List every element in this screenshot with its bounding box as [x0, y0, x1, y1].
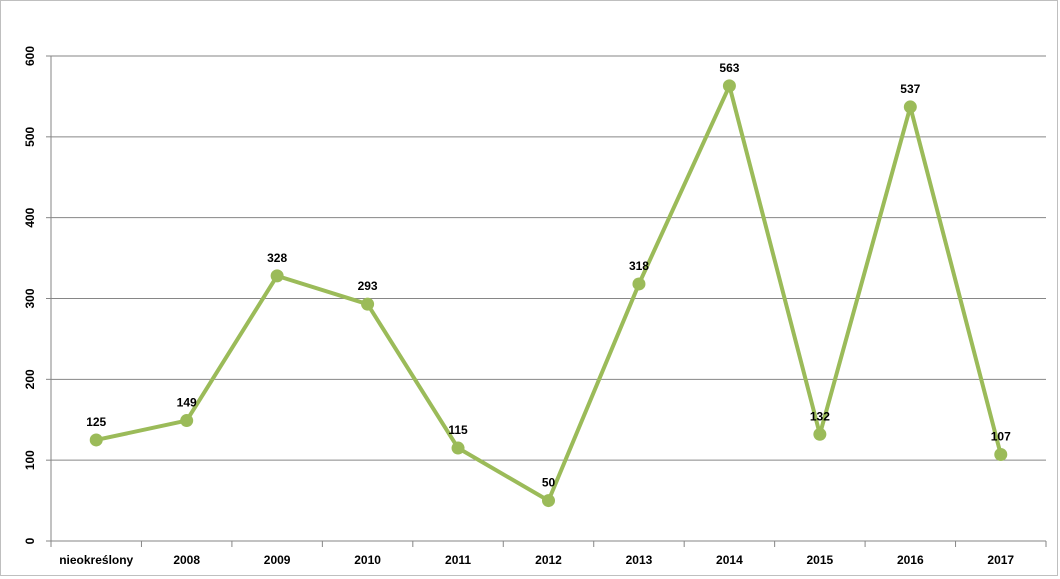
data-label: 293 [358, 279, 378, 293]
x-tick-label: 2010 [354, 553, 381, 567]
data-label: 563 [719, 61, 739, 75]
x-tick-label: 2013 [626, 553, 653, 567]
y-tick-labels: 0 100 200 300 400 500 600 [23, 46, 37, 545]
data-point [813, 427, 827, 441]
data-labels: 125 149 328 293 115 50 318 563 132 537 107 [86, 61, 1011, 490]
gridlines [51, 55, 1046, 461]
x-tick-labels: nieokreślony 2008 2009 2010 2011 2012 2013 2014… [59, 553, 1014, 567]
x-tick-label: nieokreślony [59, 553, 133, 567]
x-tick-label: 2014 [716, 553, 743, 567]
series-polyline [94, 83, 1003, 503]
y-tick-label-200: 200 [23, 369, 37, 389]
data-point [542, 494, 555, 508]
y-tick-label-500: 500 [23, 127, 37, 147]
y-tick-label-300: 300 [23, 288, 37, 308]
x-tick-label: 2012 [535, 553, 562, 567]
x-tick-label: 2009 [264, 553, 291, 567]
data-point [89, 433, 103, 447]
y-tick-label-100: 100 [23, 450, 37, 470]
axes [46, 55, 1047, 547]
data-point [722, 79, 736, 93]
data-label: 318 [629, 259, 649, 273]
x-tick-label: 2016 [897, 553, 924, 567]
x-tick-label: 2011 [445, 553, 471, 567]
data-point [451, 441, 465, 455]
data-label: 107 [991, 430, 1011, 444]
y-tick-label-400: 400 [23, 207, 37, 227]
data-point [270, 269, 284, 283]
y-tick-label-600: 600 [23, 46, 37, 66]
y-tick-label-0: 0 [23, 537, 37, 544]
x-tick-label: 2008 [173, 553, 200, 567]
data-label: 115 [448, 423, 468, 437]
data-point [180, 414, 194, 428]
data-label: 149 [177, 396, 197, 410]
x-tick-label: 2017 [987, 553, 1014, 567]
data-point [361, 297, 375, 311]
data-point [994, 448, 1008, 462]
data-label: 50 [542, 476, 556, 490]
data-point [632, 277, 646, 291]
data-label: 537 [900, 82, 920, 96]
series-line [94, 83, 1003, 503]
data-label: 132 [810, 409, 830, 423]
data-label: 328 [267, 251, 287, 265]
data-label: 125 [86, 415, 106, 429]
x-tick-label: 2015 [807, 553, 834, 567]
series-markers [89, 79, 1008, 508]
data-point [903, 100, 917, 114]
